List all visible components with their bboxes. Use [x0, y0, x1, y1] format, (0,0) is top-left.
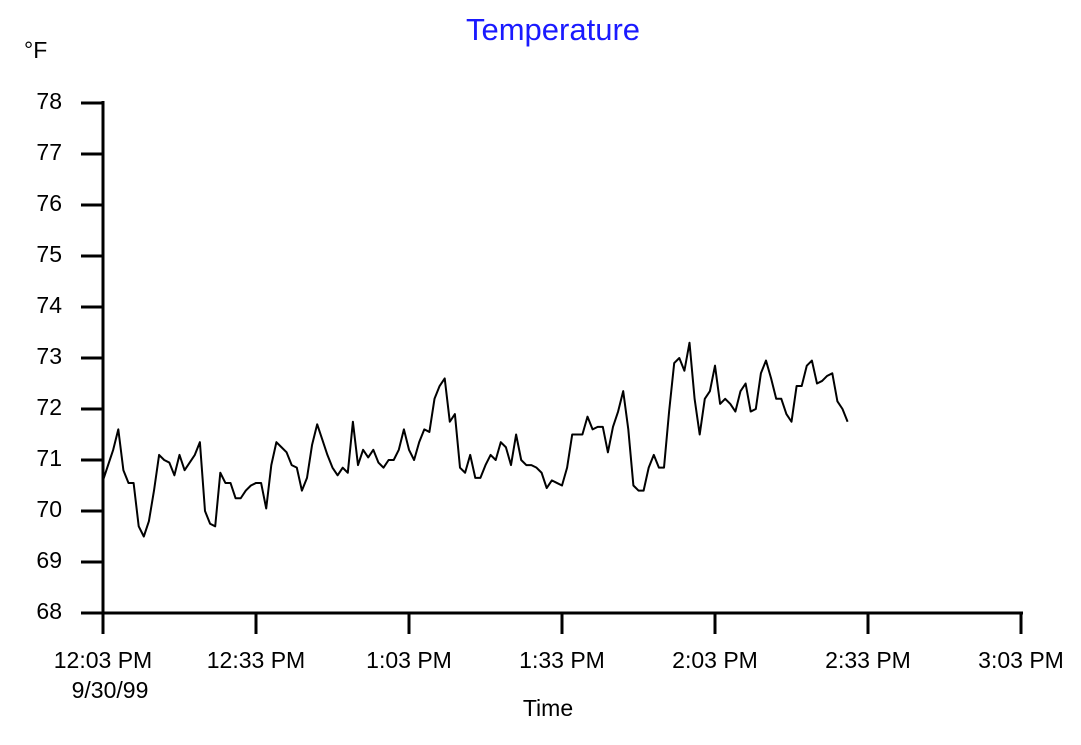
x-tick-label: 1:33 PM — [519, 647, 605, 673]
x-tick-label: 2:03 PM — [672, 647, 758, 673]
x-tick-label: 2:33 PM — [825, 647, 911, 673]
y-tick-label: 75 — [36, 241, 62, 267]
x-tick-label: 12:03 PM — [54, 647, 152, 673]
y-tick-label: 71 — [36, 445, 62, 471]
data-line — [102, 341, 849, 538]
chart-title: Temperature — [466, 12, 640, 47]
y-tick-label: 72 — [36, 394, 62, 420]
y-tick-label: 77 — [36, 139, 62, 165]
y-tick-label: 76 — [36, 190, 62, 216]
y-tick-label: 68 — [36, 598, 62, 624]
x-tick-label: 1:03 PM — [366, 647, 452, 673]
x-tick-label: 12:33 PM — [207, 647, 305, 673]
y-tick-label: 69 — [36, 547, 62, 573]
y-tick-label: 78 — [36, 88, 62, 114]
date-label: 9/30/99 — [72, 677, 149, 703]
y-tick-label: 70 — [36, 496, 62, 522]
y-axis-label: °F — [24, 37, 47, 63]
y-tick-label: 73 — [36, 343, 62, 369]
x-axis-label: Time — [523, 695, 573, 721]
x-tick-label: 3:03 PM — [978, 647, 1064, 673]
y-tick-label: 74 — [36, 292, 62, 318]
